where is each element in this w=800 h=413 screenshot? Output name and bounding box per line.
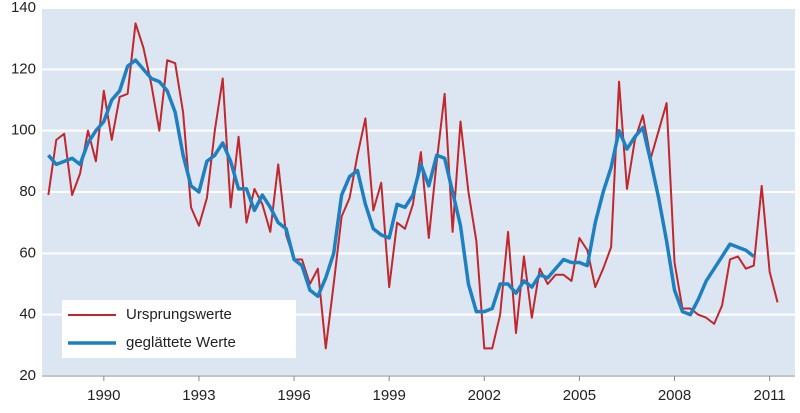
x-tick-label: 2011 <box>754 387 786 404</box>
x-tick-label: 1996 <box>277 387 310 404</box>
legend-label: Ursprungswerte <box>126 306 232 323</box>
y-tick-label: 80 <box>19 183 36 200</box>
legend-label: geglättete Werte <box>126 334 236 351</box>
y-tick-label: 120 <box>11 60 36 77</box>
y-tick-label: 40 <box>19 306 36 323</box>
y-tick-label: 60 <box>19 244 36 261</box>
x-tick-label: 2002 <box>468 387 501 404</box>
line-series <box>47 58 755 317</box>
x-tick-label: 1990 <box>87 387 120 404</box>
x-tick-label: 2008 <box>658 387 691 404</box>
y-tick-label: 20 <box>19 367 36 384</box>
x-tick-label: 2005 <box>563 387 596 404</box>
y-tick-label: 140 <box>11 0 36 16</box>
y-tick-label: 100 <box>11 122 36 139</box>
x-tick-label: 1999 <box>372 387 405 404</box>
legend-box <box>62 300 296 358</box>
x-tick-label: 1993 <box>182 387 215 404</box>
line-series <box>47 22 779 350</box>
